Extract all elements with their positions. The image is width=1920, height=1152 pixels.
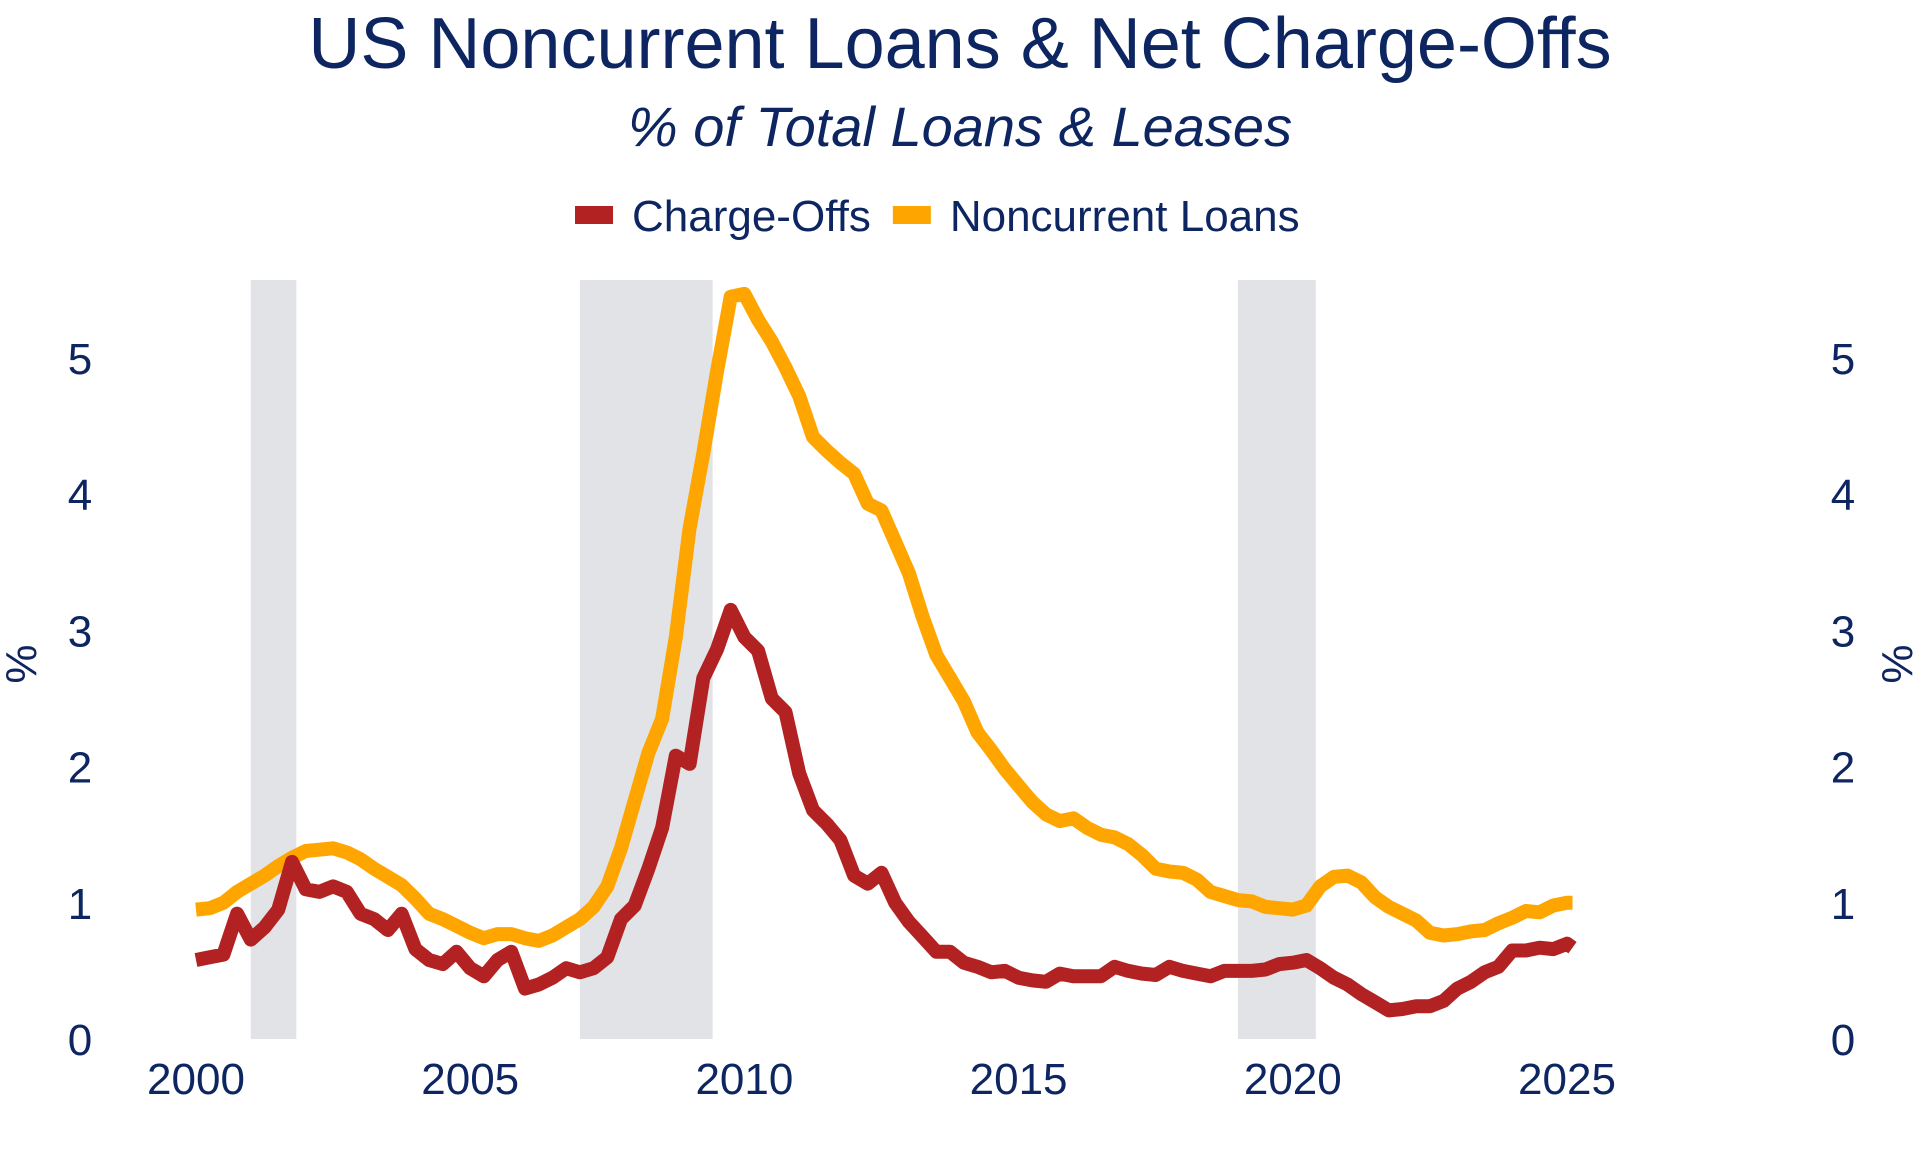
x-tick-label: 2005: [421, 1055, 519, 1104]
y-tick-label-right: 5: [1831, 335, 1855, 384]
legend-item-noncurrent-loans: Noncurrent Loans: [892, 192, 1300, 241]
legend-label: Charge-Offs: [632, 192, 871, 241]
y-axis-label-right: %: [1873, 644, 1920, 683]
y-tick-label-right: 4: [1831, 471, 1855, 520]
chart-subtitle: % of Total Loans & Leases: [628, 95, 1292, 158]
series-line-noncurrent-loans: [195, 286, 1574, 948]
x-tick-label: 2020: [1244, 1055, 1342, 1104]
recession-band: [579, 280, 713, 1039]
y-tick-label-right: 0: [1831, 1016, 1855, 1065]
y-tick-label-right: 3: [1831, 607, 1855, 656]
legend-swatch: [892, 206, 931, 224]
series-layer: [194, 286, 1577, 1018]
recession-band: [1237, 280, 1316, 1039]
legend-swatch: [575, 206, 613, 224]
series-line-charge-offs: [194, 602, 1577, 1018]
y-tick-label-left: 4: [68, 471, 92, 520]
legend: Charge-Offs Noncurrent Loans: [575, 192, 1300, 241]
x-tick-label: 2025: [1518, 1055, 1616, 1104]
legend-item-charge-offs: Charge-Offs: [575, 192, 871, 241]
x-tick-label: 2010: [695, 1055, 793, 1104]
y-tick-label-left: 5: [68, 335, 92, 384]
legend-label: Noncurrent Loans: [950, 192, 1300, 241]
y-tick-label-left: 2: [68, 744, 92, 793]
chart-title: US Noncurrent Loans & Net Charge-Offs: [308, 4, 1611, 84]
x-tick-label: 2015: [970, 1055, 1068, 1104]
y-tick-label-left: 3: [68, 607, 92, 656]
x-tick-label: 2000: [147, 1055, 245, 1104]
y-tick-label-left: 0: [68, 1016, 92, 1065]
y-tick-label-right: 1: [1831, 880, 1855, 929]
y-axis-label-left: %: [0, 644, 46, 683]
axes: 2000 2005 2010 2015 2020 2025 0 0 1 1 2 2 3 3 4 4 5 5: [68, 335, 1855, 1104]
y-tick-label-left: 1: [68, 880, 92, 929]
y-tick-label-right: 2: [1831, 744, 1855, 793]
recession-shading: [250, 280, 1316, 1039]
